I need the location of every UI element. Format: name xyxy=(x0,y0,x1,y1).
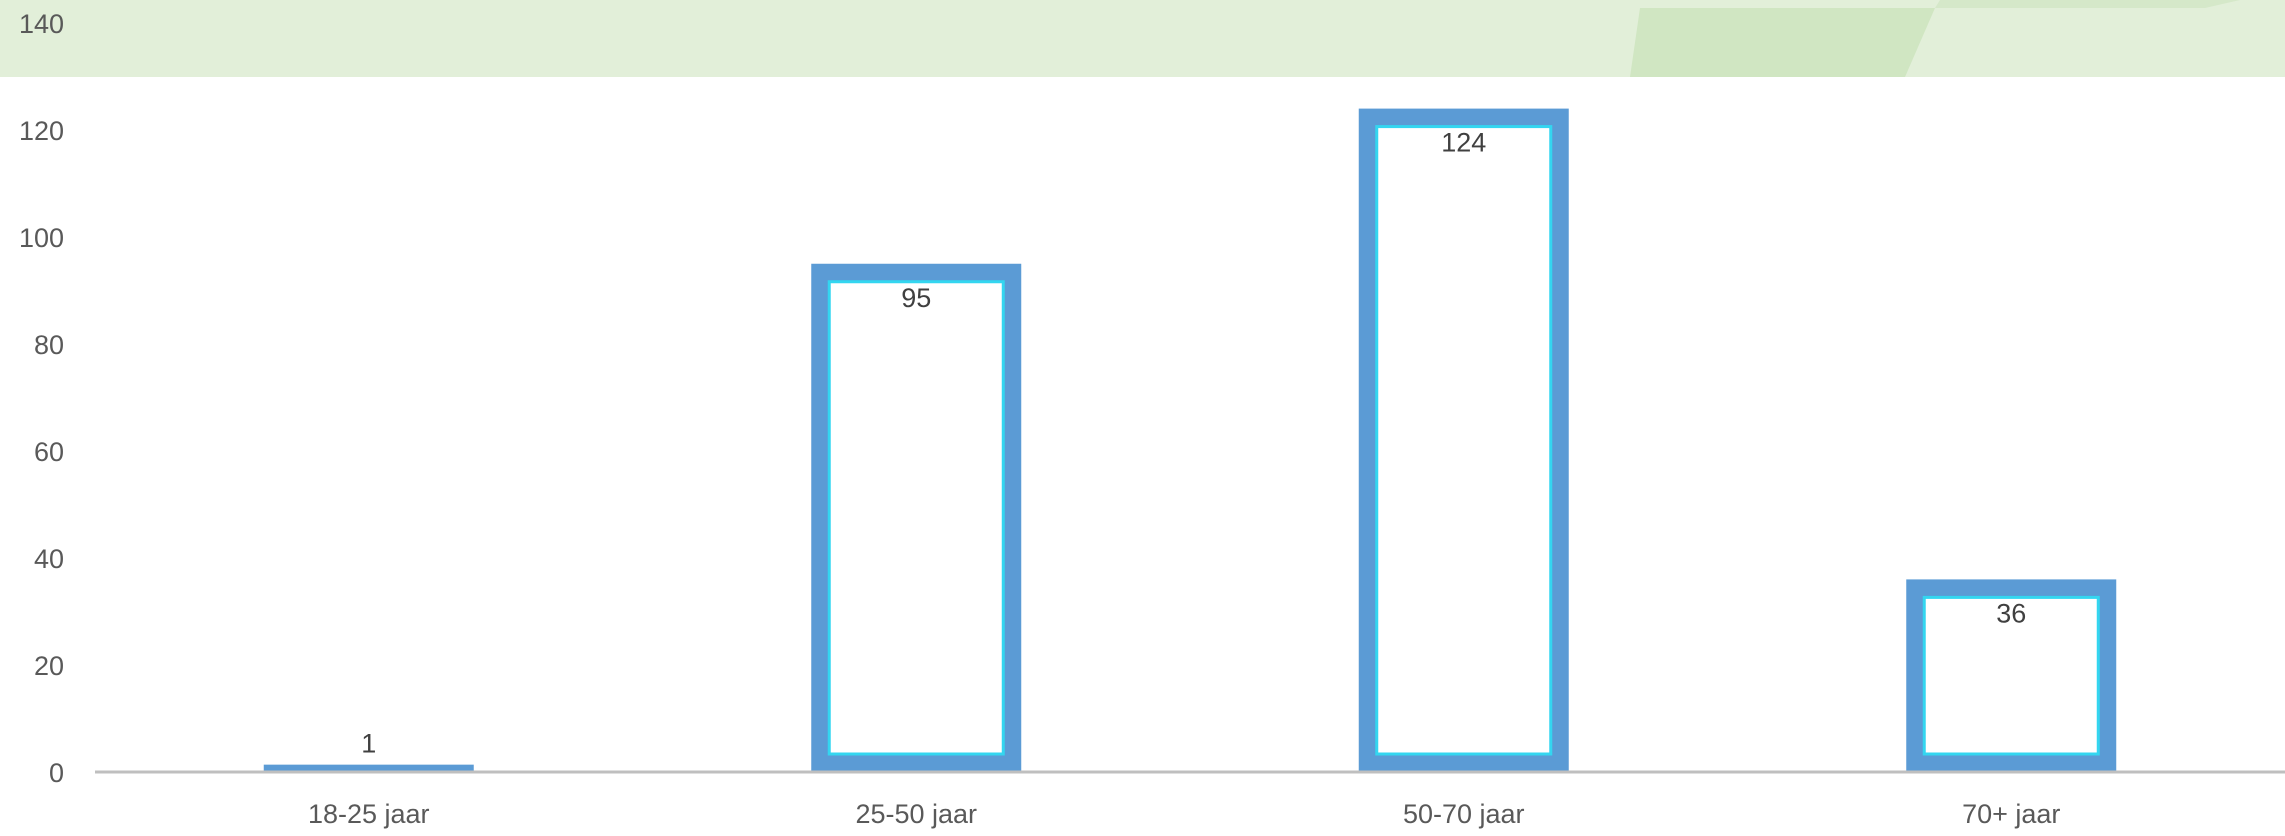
data-labels: 1 95 124 36 xyxy=(361,128,2026,759)
x-tick-label: 70+ jaar xyxy=(1962,799,2060,829)
y-tick-label: 100 xyxy=(19,223,64,253)
y-tick-label: 0 xyxy=(49,758,64,788)
bar xyxy=(263,764,474,772)
y-tick-label: 60 xyxy=(34,437,64,467)
y-tick-label: 80 xyxy=(34,330,64,360)
data-label: 36 xyxy=(1996,598,2026,628)
y-tick-label: 140 xyxy=(19,9,64,39)
bar-inner xyxy=(827,280,1005,756)
x-tick-label: 18-25 jaar xyxy=(308,799,430,829)
y-tick-label: 40 xyxy=(34,544,64,574)
y-tick-label: 20 xyxy=(34,651,64,681)
banner-band xyxy=(0,0,2285,77)
top-banner xyxy=(0,0,2285,77)
x-tick-label: 25-50 jaar xyxy=(855,799,977,829)
y-axis-tick-labels: 0 20 40 60 80 100 120 140 xyxy=(19,9,64,788)
x-tick-label: 50-70 jaar xyxy=(1403,799,1525,829)
bar-inner xyxy=(1375,125,1553,756)
data-label: 95 xyxy=(901,283,931,313)
banner-accent-shape xyxy=(1630,8,1935,77)
bar-series xyxy=(263,108,2117,773)
banner-accent-shape xyxy=(1935,0,2240,8)
y-tick-label: 120 xyxy=(19,116,64,146)
x-axis-tick-labels: 18-25 jaar 25-50 jaar 50-70 jaar 70+ jaar xyxy=(308,799,2060,829)
bar-inner xyxy=(1922,595,2100,756)
data-label: 1 xyxy=(361,729,376,759)
data-label: 124 xyxy=(1441,128,1486,158)
